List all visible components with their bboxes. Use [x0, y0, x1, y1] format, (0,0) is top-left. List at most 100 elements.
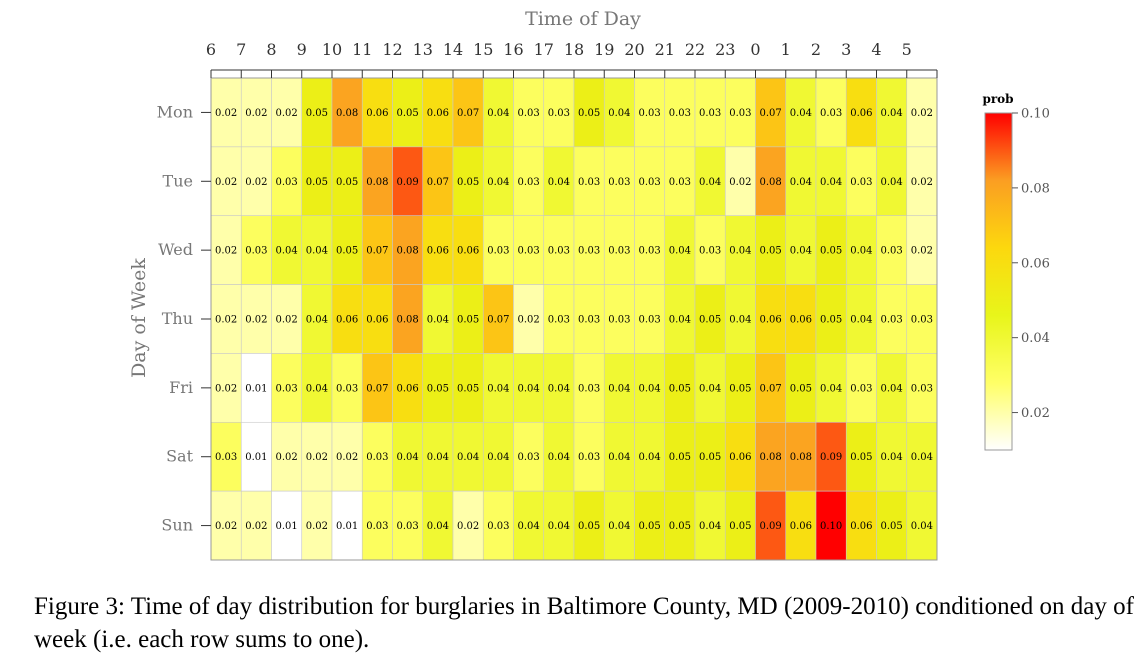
cell-value-label: 0.08	[759, 177, 781, 188]
cell-value-label: 0.04	[850, 246, 872, 257]
cell-value-label: 0.04	[729, 315, 751, 326]
cell-value-label: 0.03	[699, 108, 721, 119]
x-tick-label: 10	[322, 40, 342, 59]
cell-value-label: 0.01	[245, 452, 267, 463]
cell-value-label: 0.03	[880, 246, 902, 257]
cell-value-label: 0.06	[427, 246, 449, 257]
cell-value-label: 0.04	[517, 521, 539, 532]
cell-value-label: 0.07	[427, 177, 449, 188]
cell-value-label: 0.02	[336, 452, 358, 463]
cell-value-label: 0.03	[669, 108, 691, 119]
heatmap-cell	[634, 146, 666, 217]
x-tick-label: 4	[871, 40, 881, 59]
heatmap-cell	[603, 353, 635, 423]
cell-value-label: 0.06	[457, 246, 479, 257]
cell-value-label: 0.04	[669, 246, 691, 257]
cell-value-label: 0.03	[850, 177, 872, 188]
cell-value-label: 0.04	[487, 383, 509, 394]
heatmap-cell	[513, 146, 545, 217]
y-axis-ticks: Mon Tue Wed Thu Fri Sat Sun	[157, 102, 211, 535]
cell-value-label: 0.04	[699, 383, 721, 394]
cell-value-label: 0.02	[215, 246, 237, 257]
cell-value-label: 0.02	[306, 521, 328, 532]
x-axis-title: Time of Day	[525, 8, 641, 30]
cell-value-label: 0.03	[366, 521, 388, 532]
cell-value-label: 0.03	[396, 521, 418, 532]
cell-value-label: 0.04	[548, 383, 570, 394]
heatmap-cell	[482, 421, 514, 492]
x-tick-label: 1	[781, 40, 791, 59]
x-tick-label: 13	[413, 40, 433, 59]
heatmap-cell	[603, 421, 635, 492]
cell-value-label: 0.02	[245, 521, 267, 532]
cell-value-label: 0.04	[306, 315, 328, 326]
x-tick-label: 15	[473, 40, 493, 59]
cell-value-label: 0.04	[699, 521, 721, 532]
heatmap-cell	[906, 284, 938, 354]
cell-value-label: 0.05	[336, 177, 358, 188]
cell-value-label: 0.03	[517, 177, 539, 188]
heatmap-cell	[815, 215, 847, 285]
heatmap-cell	[513, 284, 545, 354]
heatmap-cell	[785, 215, 817, 285]
heatmap-cell	[845, 284, 877, 354]
x-tick-label: 5	[902, 40, 912, 59]
cell-value-label: 0.05	[729, 383, 751, 394]
heatmap-cell	[543, 146, 575, 217]
cell-value-label: 0.03	[487, 521, 509, 532]
heatmap-cell	[664, 146, 696, 217]
cell-value-label: 0.04	[487, 108, 509, 119]
cell-value-label: 0.06	[336, 315, 358, 326]
cell-value-label: 0.04	[850, 315, 872, 326]
colorbar-tick-label: 0.02	[1021, 406, 1050, 421]
y-axis-title: Day of Week	[128, 258, 150, 378]
cell-value-label: 0.04	[306, 383, 328, 394]
figure-caption: Figure 3: Time of day distribution for b…	[34, 593, 1134, 653]
x-tick-label: 2	[811, 40, 821, 59]
heatmap-cell	[210, 77, 242, 148]
cell-value-label: 0.04	[880, 383, 902, 394]
cell-value-label: 0.04	[306, 246, 328, 257]
cell-value-label: 0.03	[578, 452, 600, 463]
cell-value-label: 0.02	[911, 108, 933, 119]
cell-value-label: 0.04	[427, 315, 449, 326]
cell-value-label: 0.03	[215, 452, 237, 463]
cell-value-label: 0.05	[790, 383, 812, 394]
cell-value-label: 0.04	[487, 452, 509, 463]
heatmap-cell	[755, 77, 787, 148]
x-tick-label: 8	[266, 40, 276, 59]
cell-value-label: 0.05	[820, 246, 842, 257]
heatmap-cell	[271, 146, 303, 217]
cell-value-label: 0.04	[911, 452, 933, 463]
heatmap-cell	[694, 353, 726, 423]
heatmap-cell	[573, 490, 605, 561]
heatmap-cell	[392, 284, 424, 354]
cell-value-label: 0.05	[578, 108, 600, 119]
cell-value-label: 0.09	[396, 177, 418, 188]
heatmap-cell	[482, 490, 514, 561]
cell-value-label: 0.03	[608, 246, 630, 257]
heatmap-cell	[664, 215, 696, 285]
cell-value-label: 0.04	[608, 521, 630, 532]
x-tick-label: 0	[750, 40, 760, 59]
cell-value-labels: 0.02 0.02 0.02 0.05 0.08 0.06 0.05 0.06 0.07 0.04…	[215, 108, 933, 532]
heatmap-cell	[664, 353, 696, 423]
heatmap-cell	[331, 490, 363, 561]
heatmap-cell	[876, 146, 908, 217]
cell-value-label: 0.03	[245, 246, 267, 257]
colorbar-tick-label: 0.10	[1021, 107, 1050, 122]
cell-value-label: 0.05	[820, 315, 842, 326]
heatmap-cell	[392, 146, 424, 217]
cell-value-label: 0.03	[880, 315, 902, 326]
heatmap-cell	[422, 490, 454, 561]
cell-value-label: 0.02	[911, 177, 933, 188]
cell-value-label: 0.03	[336, 383, 358, 394]
y-tick-label: Fri	[169, 378, 193, 397]
heatmap-cell	[240, 490, 272, 561]
cell-value-label: 0.09	[820, 452, 842, 463]
heatmap-cell	[815, 77, 847, 148]
heatmap-cell	[361, 421, 393, 492]
cell-value-label: 0.04	[699, 177, 721, 188]
heatmap-cell	[845, 353, 877, 423]
cell-value-label: 0.03	[517, 108, 539, 119]
